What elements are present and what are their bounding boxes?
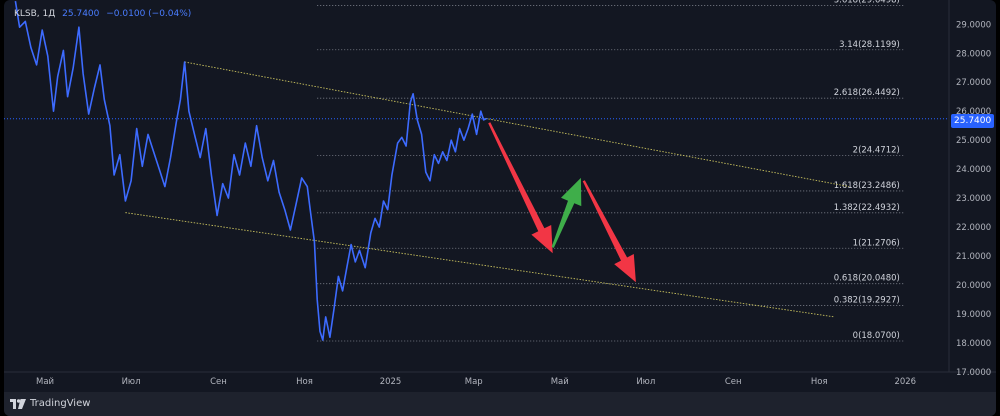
y-tick-label: 21.0000 (956, 252, 991, 262)
price-series-line (14, 0, 487, 341)
tradingview-logo[interactable]: TradingView (10, 398, 90, 409)
y-tick-label: 17.0000 (956, 368, 991, 378)
x-tick-label: Июл (122, 377, 141, 387)
fib-level-label: 1(21.2706) (853, 238, 900, 248)
fib-level-label: 0(18.0700) (853, 331, 900, 341)
y-tick-label: 23.0000 (956, 194, 991, 204)
y-tick-label: 18.0000 (956, 339, 991, 349)
x-tick-label: Ноя (296, 377, 313, 387)
price-change: −0.0100 (−0.04%) (106, 9, 192, 19)
x-tick-label: Май (36, 377, 54, 387)
symbol-label[interactable]: KLSB, 1Д (14, 9, 56, 19)
fib-level-label: 1.618(23.2486) (834, 181, 900, 191)
price-chart[interactable]: 0(18.0700) 0.382(19.2927) 0.618(20.0480) 1(… (4, 0, 996, 416)
y-tick-label: 27.0000 (956, 78, 991, 88)
fib-level-label: 3.14(28.1199) (839, 40, 900, 50)
fib-level-label: 0.382(19.2927) (834, 296, 900, 306)
channel-line (184, 61, 849, 187)
x-tick-label: 2026 (894, 377, 916, 387)
tradingview-icon (10, 398, 26, 409)
y-tick-label: 24.0000 (956, 165, 991, 175)
forecast-arrows[interactable] (488, 122, 636, 283)
x-tick-label: Май (551, 377, 569, 387)
fib-level-label: 2.618(26.4492) (834, 88, 900, 98)
fib-extension[interactable]: 0(18.0700) 0.382(19.2927) 0.618(20.0480) 1(… (317, 0, 904, 342)
y-tick-label: 19.0000 (956, 310, 991, 320)
y-tick-label: 20.0000 (956, 281, 991, 291)
chart-frame: 0(18.0700) 0.382(19.2927) 0.618(20.0480) 1(… (4, 0, 996, 416)
x-tick-label: 2025 (380, 377, 402, 387)
brand-name: TradingView (30, 398, 91, 409)
trend-channel[interactable] (125, 61, 849, 318)
arrow-down-icon (582, 180, 636, 283)
y-tick-label: 22.0000 (956, 223, 991, 233)
x-tick-label: Июл (636, 377, 655, 387)
y-tick-label: 29.0000 (956, 20, 991, 30)
y-tick-label: 25.0000 (956, 136, 991, 146)
channel-line (125, 212, 835, 318)
y-tick-label: 26.0000 (956, 107, 991, 117)
price-value: 25.7400 (62, 9, 100, 19)
bottom-bar: TradingView (4, 392, 996, 416)
x-tick-label: Мар (465, 377, 483, 387)
fib-level-label: 3.618(29.6498) (834, 0, 900, 5)
fib-level-label: 2(24.4712) (853, 146, 900, 156)
arrow-down-icon (488, 122, 553, 254)
symbol-header[interactable]: KLSB, 1Д 25.7400 −0.0100 (−0.04%) (14, 9, 191, 19)
fib-level-label: 0.618(20.0480) (834, 274, 900, 284)
last-price-badge: 25.7400 (951, 114, 995, 128)
time-axis[interactable]: Май Июл Сен Ноя 2025 Мар Май Июл Сен Ноя 2026 (36, 377, 916, 387)
fib-level-label: 1.382(22.4932) (834, 203, 900, 213)
price-axis[interactable]: 17.0000 18.0000 19.0000 20.0000 21.0000 22.00… (956, 20, 991, 378)
x-tick-label: Сен (725, 377, 742, 387)
arrow-up-icon (551, 177, 582, 248)
x-tick-label: Ноя (811, 377, 828, 387)
y-tick-label: 28.0000 (956, 49, 991, 59)
x-tick-label: Сен (210, 377, 227, 387)
